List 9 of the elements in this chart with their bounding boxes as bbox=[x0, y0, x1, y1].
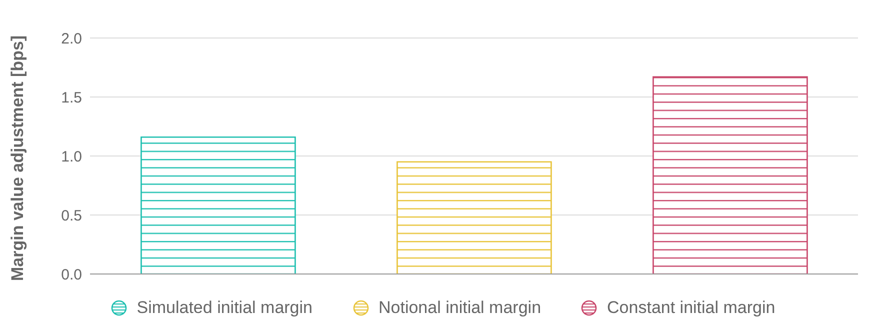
series-label: Notional initial margin bbox=[378, 298, 542, 318]
y-tick-label: 2.0 bbox=[61, 30, 82, 48]
series-label: Simulated initial margin bbox=[136, 298, 312, 318]
series-label: Constant initial margin bbox=[607, 298, 776, 318]
y-tick-label: 1.5 bbox=[61, 89, 82, 106]
y-axis-title: Margin value adjustment [bps] bbox=[8, 35, 28, 281]
y-tick-label: 0.0 bbox=[61, 266, 82, 284]
y-tick-label: 0.5 bbox=[61, 207, 82, 224]
y-tick-label: 1.0 bbox=[61, 148, 82, 166]
